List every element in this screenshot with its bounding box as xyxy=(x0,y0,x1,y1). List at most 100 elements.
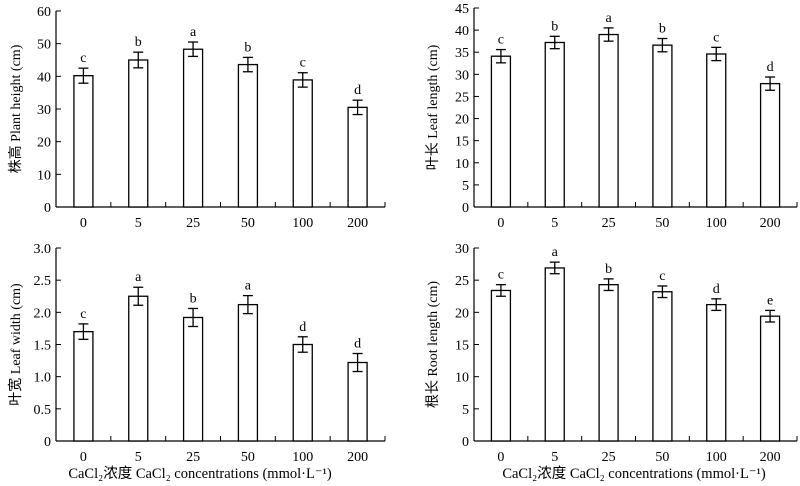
bar xyxy=(598,33,619,208)
bar xyxy=(759,82,781,208)
y-tick-label: 0 xyxy=(44,201,51,216)
y-tick-label: 0 xyxy=(44,435,51,450)
y-tick-label: 30 xyxy=(37,103,51,118)
x-tick-label: 50 xyxy=(655,216,669,231)
bar xyxy=(128,59,149,208)
bar xyxy=(292,343,313,442)
y-tick-label: 10 xyxy=(455,157,469,172)
significance-letter: c xyxy=(80,307,86,322)
x-tick-label: 200 xyxy=(760,216,781,231)
x-axis-title-left: CaCl₂浓度 CaCl₂ concentrations (mmol·L⁻¹) xyxy=(68,465,332,482)
y-tick-label: 30 xyxy=(455,68,469,83)
y-tick-label: 2.5 xyxy=(34,274,52,289)
y-tick-label: 15 xyxy=(455,339,469,354)
x-tick-label: 5 xyxy=(135,216,142,231)
y-tick-label: 1.0 xyxy=(34,371,52,386)
chart-panel-bottom-right: 0 5 10 15 20 25 30 根长 Root length (cm) c 0 a 5 b 25 c 5… xyxy=(425,242,798,465)
y-tick-label: 3.0 xyxy=(34,242,52,257)
significance-letter: d xyxy=(767,60,774,75)
bar xyxy=(652,291,673,442)
x-tick-label: 0 xyxy=(80,216,87,231)
y-tick-label: 45 xyxy=(455,2,469,17)
bar xyxy=(292,79,313,208)
y-tick-label: 10 xyxy=(37,168,51,183)
y-tick-label: 20 xyxy=(37,136,51,151)
significance-letter: b xyxy=(244,40,251,55)
significance-letter: b xyxy=(135,35,142,50)
y-axis-label: 叶宽 Leaf width (cm) xyxy=(7,283,24,406)
y-tick-label: 50 xyxy=(37,38,51,53)
significance-letter: d xyxy=(354,83,361,98)
x-tick-label: 50 xyxy=(241,216,255,231)
significance-letter: c xyxy=(498,268,504,283)
significance-letter: d xyxy=(299,320,306,335)
x-tick-label: 200 xyxy=(347,216,368,231)
x-tick-label: 5 xyxy=(135,450,142,465)
bar xyxy=(490,289,512,442)
x-tick-label: 200 xyxy=(347,450,368,465)
chart-panel-top-right: 0 5 10 15 20 25 30 35 40 45 叶长 Leaf length (cm) c 0 b… xyxy=(425,2,798,231)
bar xyxy=(598,284,619,442)
y-axis-label: 株高 Plant height (cm) xyxy=(7,44,24,173)
significance-letter: d xyxy=(713,282,720,297)
significance-letter: a xyxy=(245,279,252,294)
significance-letter: b xyxy=(605,262,612,277)
x-tick-label: 25 xyxy=(186,450,200,465)
significance-letter: b xyxy=(659,22,666,37)
x-tick-label: 25 xyxy=(602,450,616,465)
y-tick-label: 0.5 xyxy=(34,403,52,418)
x-tick-label: 0 xyxy=(497,450,504,465)
chart-panel-top-left: 0 10 20 30 40 50 60 株高 Plant height (cm) c 0 b 5 a 25… xyxy=(7,5,386,231)
y-tick-label: 30 xyxy=(455,242,469,257)
y-tick-label: 5 xyxy=(462,403,469,418)
bar xyxy=(544,267,565,442)
bar xyxy=(347,106,368,208)
significance-letter: c xyxy=(659,269,665,284)
x-tick-label: 100 xyxy=(706,450,727,465)
x-tick-label: 25 xyxy=(186,216,200,231)
y-tick-label: 60 xyxy=(37,5,51,20)
y-tick-label: 5 xyxy=(462,179,469,194)
y-tick-label: 20 xyxy=(455,306,469,321)
y-tick-label: 20 xyxy=(455,113,469,128)
y-tick-label: 35 xyxy=(455,46,469,61)
x-tick-label: 100 xyxy=(706,216,727,231)
x-tick-label: 50 xyxy=(241,450,255,465)
significance-letter: c xyxy=(498,33,504,48)
significance-letter: e xyxy=(767,293,773,308)
y-axis-label: 根长 Root length (cm) xyxy=(425,281,441,408)
significance-letter: a xyxy=(190,25,197,40)
x-tick-label: 0 xyxy=(497,216,504,231)
x-tick-label: 0 xyxy=(80,450,87,465)
y-tick-label: 0 xyxy=(462,435,469,450)
significance-letter: a xyxy=(135,270,142,285)
significance-letter: c xyxy=(80,51,86,66)
x-tick-label: 5 xyxy=(551,450,558,465)
x-tick-label: 200 xyxy=(760,450,781,465)
y-tick-label: 1.5 xyxy=(34,339,52,354)
bar xyxy=(652,44,673,208)
bar xyxy=(73,330,94,442)
bar xyxy=(73,75,94,208)
significance-letter: a xyxy=(552,245,559,260)
y-tick-label: 2.0 xyxy=(34,306,52,321)
x-axis-title-right: CaCl₂浓度 CaCl₂ concentrations (mmol·L⁻¹) xyxy=(502,465,766,482)
y-tick-label: 40 xyxy=(455,24,469,39)
significance-letter: b xyxy=(551,19,558,34)
bar xyxy=(182,48,204,208)
bar xyxy=(706,53,727,208)
x-tick-label: 25 xyxy=(602,216,616,231)
bar xyxy=(759,315,781,442)
x-tick-label: 50 xyxy=(655,450,669,465)
significance-letter: a xyxy=(605,11,612,26)
chart-panel-bottom-left: 0 0.5 1.0 1.5 2.0 2.5 3.0 叶宽 Leaf width (cm) c 0 a… xyxy=(7,242,386,465)
significance-letter: d xyxy=(354,337,361,352)
significance-letter: c xyxy=(713,30,719,45)
x-tick-label: 5 xyxy=(551,216,558,231)
bar xyxy=(544,41,565,208)
bar xyxy=(237,303,259,442)
significance-letter: c xyxy=(300,56,306,71)
y-tick-label: 25 xyxy=(455,90,469,105)
